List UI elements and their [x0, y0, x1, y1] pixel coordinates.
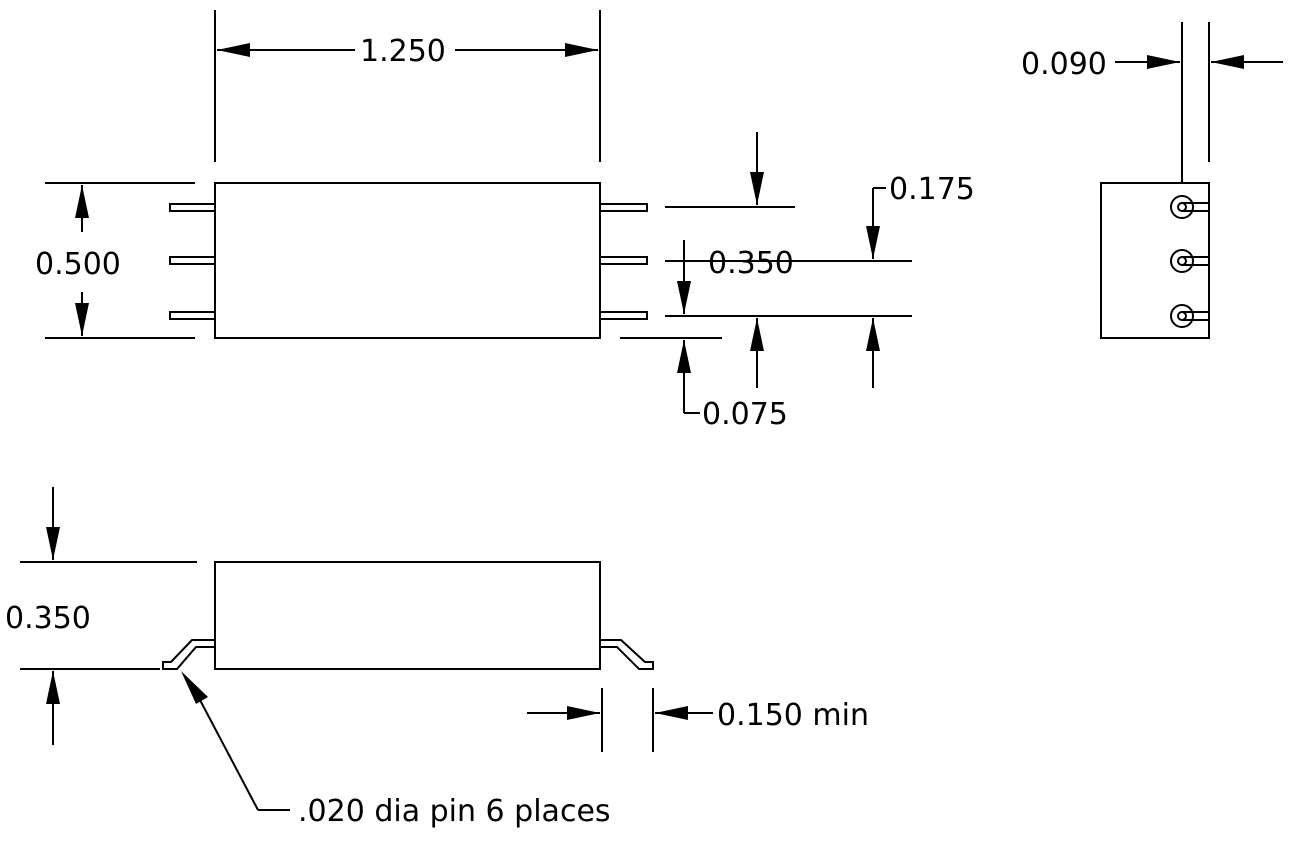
arrow-down-icon: [75, 303, 89, 336]
side-view: 0.350 0.150 min .020 dia pin 6 places: [5, 487, 869, 829]
pin-right-1: [599, 203, 648, 212]
pin-end-3: [1170, 304, 1209, 328]
arrow-right-icon: [565, 43, 598, 57]
pin-end-1: [1170, 195, 1209, 219]
arrow-up-icon: [75, 185, 89, 218]
dim-side-width: 0.090: [1021, 47, 1107, 82]
dim-pin-edge: 0.075: [702, 397, 788, 432]
dim-body-width: 0.500: [35, 247, 121, 282]
arrow-right-icon: [1147, 55, 1180, 69]
dim-pin-offset: 0.175: [889, 172, 975, 207]
note-pin-diameter: .020 dia pin 6 places: [298, 794, 611, 829]
lead-left: [162, 639, 216, 670]
pin-left-1: [169, 203, 216, 212]
arrow-left-icon: [217, 43, 250, 57]
arrow-left-icon: [1211, 55, 1244, 69]
leader-pin-note: [199, 699, 259, 811]
dim-body-height: 0.350: [5, 601, 91, 636]
arrow-leader-icon: [181, 671, 208, 704]
dim-lead-length: 0.150 min: [717, 698, 869, 733]
arrow-left-icon: [655, 706, 688, 720]
relay-body-top: [214, 182, 601, 339]
arrow-right-icon: [567, 706, 600, 720]
pin-left-3: [169, 311, 216, 320]
arrow-down-icon: [866, 226, 880, 259]
arrow-up-icon: [46, 671, 60, 704]
arrow-up-icon: [750, 318, 764, 351]
end-view: 0.090: [1021, 22, 1283, 339]
relay-body-side: [214, 561, 601, 670]
lead-right: [599, 639, 654, 670]
arrow-up-icon: [866, 318, 880, 351]
arrow-down-icon: [750, 172, 764, 205]
pin-left-2: [169, 256, 216, 265]
arrow-down-icon: [46, 527, 60, 560]
dim-pin-spacing: 0.350: [708, 246, 794, 281]
pin-end-2: [1170, 249, 1209, 273]
top-view: 1.250 0.500 0.350: [35, 10, 975, 432]
pin-right-2: [599, 256, 648, 265]
arrow-up-icon: [677, 340, 691, 373]
pin-right-3: [599, 311, 648, 320]
arrow-down-icon: [677, 281, 691, 314]
dim-body-length: 1.250: [360, 34, 446, 69]
